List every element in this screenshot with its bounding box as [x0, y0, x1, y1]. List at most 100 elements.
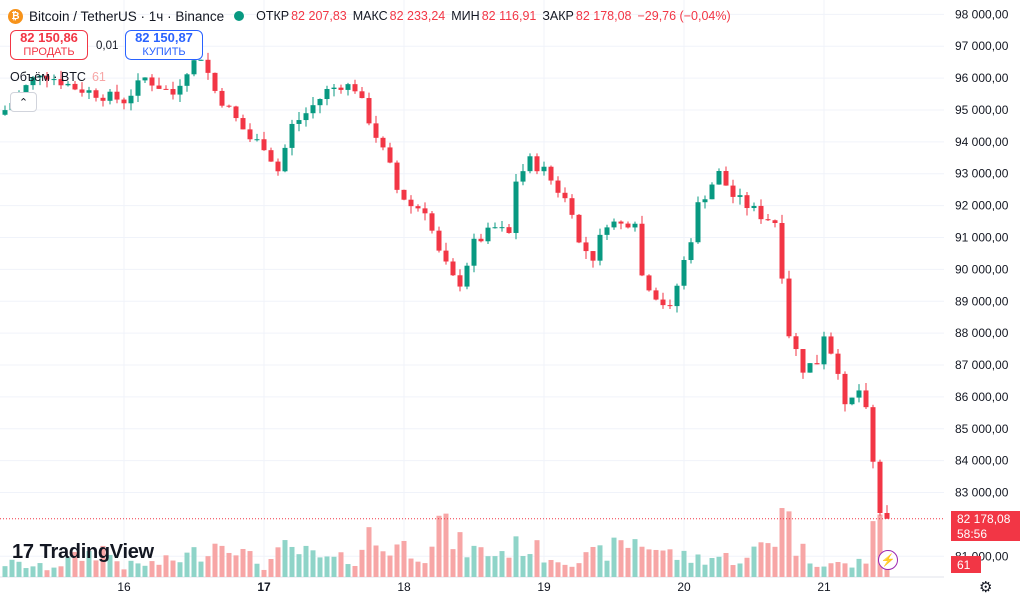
candle-body	[268, 150, 274, 162]
grid-lines	[0, 0, 944, 578]
candle-body	[324, 89, 330, 100]
candle-body	[534, 156, 540, 172]
candle-body	[751, 205, 757, 209]
candle-body	[289, 123, 295, 148]
volume-bar	[317, 557, 323, 577]
candle-body	[86, 90, 92, 93]
volume-bar	[135, 563, 141, 577]
volume-bar	[513, 536, 519, 577]
volume-bar	[359, 549, 365, 577]
low-value: 82 116,91	[481, 9, 537, 23]
candle-body	[842, 373, 848, 405]
volume-bar	[261, 569, 267, 577]
current-price-value: 82 178,08	[957, 511, 1011, 526]
volume-bar	[254, 563, 260, 577]
bitcoin-icon[interactable]: ₿	[8, 8, 23, 24]
price-tick-label: 84 000,00	[955, 454, 1009, 468]
volume-bar	[527, 554, 533, 577]
collapse-legend-button[interactable]: ⌃	[10, 92, 37, 112]
volume-bar	[198, 561, 204, 577]
price-tick-label: 96 000,00	[955, 71, 1009, 85]
candle-body	[723, 171, 729, 186]
candle-body	[555, 180, 561, 193]
price-tick-label: 85 000,00	[955, 422, 1009, 436]
candle-body	[345, 84, 351, 90]
volume-bar	[9, 559, 15, 577]
candle-body	[156, 85, 162, 89]
time-tick-label: 16	[117, 580, 131, 594]
lightning-icon[interactable]: ⚡	[878, 550, 898, 570]
candle-body	[72, 83, 78, 90]
volume-bar	[492, 556, 498, 577]
volume-bar	[548, 559, 554, 577]
candle-body	[520, 171, 526, 182]
chart-legend: ₿ Bitcoin / TetherUS · 1ч · Binance ОТКР…	[8, 6, 731, 26]
candle-body	[506, 227, 512, 233]
volume-bar	[821, 566, 827, 577]
volume-bar	[471, 545, 477, 577]
volume-bar	[555, 562, 561, 577]
sell-button[interactable]: 82 150,86 ПРОДАТЬ	[10, 30, 88, 60]
volume-bar	[156, 564, 162, 577]
volume-bar	[723, 552, 729, 577]
volume-bar	[877, 514, 883, 577]
price-tick-label: 93 000,00	[955, 167, 1009, 181]
volume-bar	[240, 548, 246, 577]
price-tick-label: 97 000,00	[955, 39, 1009, 53]
volume-bar	[30, 566, 36, 577]
volume-bar	[338, 552, 344, 577]
price-tick-label: 86 000,00	[955, 390, 1009, 404]
volume-bar	[422, 563, 428, 577]
volume-bar	[779, 508, 785, 577]
tradingview-logo[interactable]: 17 TradingView	[12, 541, 154, 564]
candle-body	[835, 353, 841, 374]
countdown-value: 58:56	[957, 527, 988, 541]
sell-price: 82 150,86	[20, 30, 78, 45]
time-tick-label: 21	[817, 580, 831, 594]
volume-bar	[793, 555, 799, 577]
candle-body	[191, 60, 197, 75]
buy-button[interactable]: 82 150,87 КУПИТЬ	[125, 30, 203, 60]
candle-body	[394, 162, 400, 190]
high-value: 82 233,24	[389, 9, 446, 23]
candle-body	[793, 336, 799, 350]
time-axis[interactable]: 16 17 18 19 20 21	[117, 580, 831, 594]
volume-bar	[520, 555, 526, 577]
volume-bar	[282, 540, 288, 577]
candle-body	[863, 390, 869, 408]
candle-body	[632, 223, 638, 228]
candle-body	[366, 98, 372, 124]
candle-body	[604, 227, 610, 235]
candle-body	[870, 407, 876, 462]
candle-body	[779, 223, 785, 279]
candle-body	[660, 299, 666, 306]
volume-bar	[310, 550, 316, 577]
candle-body	[422, 208, 428, 214]
volume-bar	[429, 546, 435, 577]
candle-body	[163, 88, 169, 90]
volume-label: Объём · BTC	[10, 70, 86, 84]
candle-body	[667, 305, 673, 307]
volume-bar	[44, 570, 50, 577]
volume-bar	[107, 554, 113, 577]
candle-body	[128, 95, 134, 104]
volume-bar	[800, 543, 806, 577]
volume-bar	[464, 557, 470, 577]
gear-icon[interactable]: ⚙	[979, 579, 993, 596]
volume-bar	[415, 561, 421, 577]
tradingview-mark: 17	[12, 541, 34, 563]
volume-bar	[212, 543, 218, 577]
candle-body	[639, 223, 645, 276]
volume-bar	[688, 562, 694, 577]
volume-bar	[660, 550, 666, 577]
time-tick-label: 20	[677, 580, 691, 594]
volume-bar	[702, 564, 708, 577]
price-axis[interactable]: 98 000,00 97 000,00 96 000,00 95 000,00 94 0…	[955, 7, 1009, 563]
volume-bar	[121, 569, 127, 577]
candle-body	[457, 275, 463, 287]
volume-legend[interactable]: Объём · BTC 61	[10, 70, 106, 84]
candle-body	[247, 129, 253, 140]
candle-body	[233, 106, 239, 119]
symbol-title[interactable]: Bitcoin / TetherUS · 1ч · Binance	[29, 8, 225, 24]
